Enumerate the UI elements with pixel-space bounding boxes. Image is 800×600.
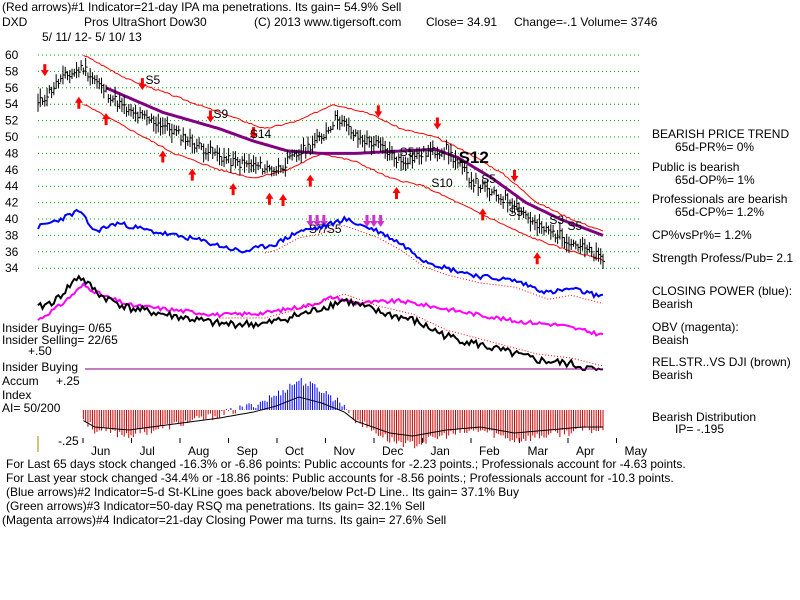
x-tick-label: Aug [188, 444, 209, 458]
signal-label: S5 [568, 219, 583, 233]
change-volume: Change=-.1 Volume= 3746 [514, 16, 657, 29]
x-tick-label: Jan [431, 444, 450, 458]
obv-value: Beaish [652, 334, 689, 347]
x-tick-label: May [625, 444, 648, 458]
red-up-arrow [393, 187, 401, 199]
signal-label: S5 [509, 205, 524, 219]
close-price: Close= 34.91 [426, 16, 497, 29]
red-up-arrow [75, 97, 83, 109]
y-tick-label: 50 [5, 130, 19, 144]
x-tick-label: Jun [91, 444, 110, 458]
cp-vs-pr: CP%vsPr%= 1.2% [652, 229, 752, 242]
lower-band-line [83, 105, 603, 261]
copyright: (C) 2013 www.tigersoft.com [254, 16, 401, 29]
signal-label: S9 [214, 107, 229, 121]
red-down-arrow [433, 118, 441, 130]
y-tick-label: 46 [5, 163, 19, 177]
accum-label: Accum [2, 375, 39, 388]
footer-year: For Last year stock changed -34.4% or -1… [6, 472, 674, 485]
axis-plus-50: +.50 [28, 345, 52, 358]
y-tick-label: 48 [5, 146, 19, 160]
magenta-arrow [370, 215, 378, 227]
red-down-arrow [41, 64, 49, 76]
insider-selling-count: Insider Selling= 22/65 [2, 334, 118, 347]
y-tick-label: 44 [5, 179, 19, 193]
y-tick-label: 40 [5, 212, 19, 226]
strength-ratio: Strength Profess/Pub= 2.1 [652, 252, 793, 265]
y-tick-label: 56 [5, 81, 19, 95]
x-tick-label: Oct [285, 444, 304, 458]
x-tick-label: Mar [528, 444, 549, 458]
x-tick-label: Apr [576, 444, 595, 458]
red-down-arrow [511, 170, 519, 182]
signal-label: S3 [549, 213, 564, 227]
ip-value: IP= -.195 [675, 423, 724, 436]
footer-green-arrows: (Green arrows)#3 Indicator=50-day RSQ ma… [6, 500, 425, 513]
accum-ma-line [83, 397, 603, 436]
x-tick-label: Feb [479, 444, 500, 458]
date-range: 5/ 11/ 12- 5/ 10/ 13 [42, 31, 142, 44]
red-up-arrow [533, 252, 541, 264]
relstr-value: Bearish [652, 369, 693, 382]
red-up-arrow [159, 150, 167, 162]
y-tick-label: 60 [5, 48, 19, 62]
rel-strength-ma [220, 294, 604, 366]
ai-value: AI= 50/200 [2, 402, 60, 415]
signal-label: S14 [250, 127, 272, 141]
ticker-symbol: DXD [2, 16, 27, 29]
security-name: Pros UltraShort Dow30 [84, 16, 207, 29]
axis-minus-25: -.25 [58, 435, 79, 448]
red-up-arrow [479, 208, 487, 220]
obv-line [38, 284, 603, 336]
y-tick-label: 34 [5, 261, 19, 275]
y-tick-label: 36 [5, 245, 19, 259]
x-tick-label: Jul [140, 444, 155, 458]
op-percent: 65d-OP%= 1% [675, 174, 755, 187]
signal-label: S5 [481, 172, 496, 186]
red-arrows-indicator-line: (Red arrows)#1 Indicator=21-day IPA ma p… [2, 1, 401, 14]
y-tick-label: 54 [5, 97, 19, 111]
footer-magenta-arrows: (Magenta arrows)#4 Indicator=21-day Clos… [2, 514, 446, 527]
magenta-arrow [377, 215, 385, 227]
footer-65day: For Last 65 days stock changed -16.3% or… [6, 458, 686, 471]
axis-plus-25: +.25 [56, 375, 80, 388]
y-tick-label: 58 [5, 64, 19, 78]
pr-percent: 65d-PR%= 0% [675, 141, 754, 154]
signal-label: S5 [400, 145, 415, 159]
footer-blue-arrows: (Blue arrows)#2 Indicator=5-d St-KLine g… [6, 486, 519, 499]
closing-power-value: Bearish [652, 298, 693, 311]
red-up-arrow [229, 183, 237, 195]
red-up-arrow [306, 175, 314, 187]
x-tick-label: Dec [382, 444, 403, 458]
red-up-arrow [188, 169, 196, 181]
red-up-arrow [279, 194, 287, 206]
y-tick-label: 42 [5, 196, 19, 210]
signal-label: S10 [431, 176, 453, 190]
signal-label: S12 [459, 148, 489, 167]
signal-label: S5 [145, 73, 160, 87]
upper-band-line [83, 55, 603, 231]
cp-percent: 65d-CP%= 1.2% [675, 206, 764, 219]
x-tick-label: Sep [237, 444, 259, 458]
x-tick-label: Nov [334, 444, 355, 458]
insider-buying-line-label: Insider Buying [2, 361, 78, 374]
y-tick-label: 38 [5, 228, 19, 242]
y-tick-label: 52 [5, 114, 19, 128]
